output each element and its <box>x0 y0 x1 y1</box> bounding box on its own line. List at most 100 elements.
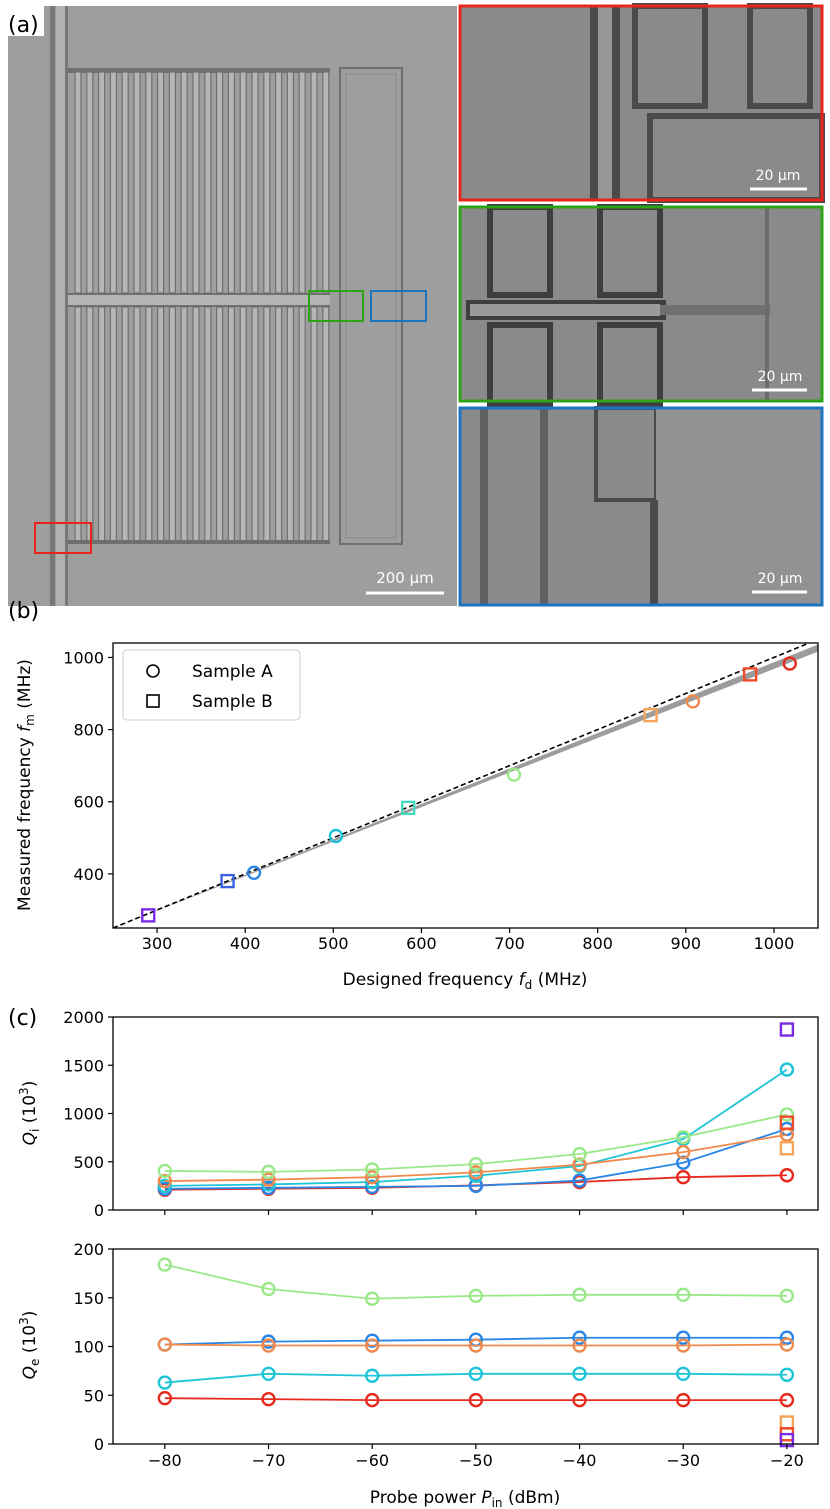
point-cyan <box>779 1367 795 1382</box>
chart-c-xlabel-main: Probe power <box>370 1488 482 1508</box>
x-tick-label: 600 <box>406 934 437 953</box>
series-line-light-green <box>164 1263 787 1300</box>
point-light-green <box>572 1146 587 1162</box>
x-tick-label: 700 <box>494 934 525 953</box>
point-cyan <box>779 1062 795 1077</box>
chart-c-xlabel-unit: (dBm) <box>503 1488 561 1508</box>
point-sample-b <box>141 908 156 923</box>
point-sample-b <box>779 1141 795 1156</box>
point-cyan <box>157 1178 173 1194</box>
qi-close: ) <box>20 1081 40 1088</box>
x-tick-label: 900 <box>671 934 702 953</box>
point-orange <box>676 1338 691 1353</box>
qi-sym: Q <box>20 1132 40 1145</box>
point-cyan <box>676 1366 691 1382</box>
chart-b-ylabel-main: Measured frequency <box>15 732 35 911</box>
chart-b-xlabel-unit: (MHz) <box>532 970 587 990</box>
point-red <box>676 1169 691 1185</box>
point-cyan <box>572 1366 587 1382</box>
y-tick-label: 0 <box>94 1201 104 1220</box>
panel-label-c: (c) <box>8 1006 37 1031</box>
feedline-left <box>50 6 55 606</box>
point-orange <box>261 1172 276 1187</box>
y-tick-label: 50 <box>84 1386 104 1405</box>
point-sample-b <box>401 800 416 816</box>
red-inset-scale-label: 20 µm <box>756 168 801 184</box>
point-orange <box>779 1337 795 1352</box>
y-tick-label: 800 <box>73 721 104 740</box>
point-light-green <box>676 1287 691 1303</box>
point-red <box>779 1168 795 1183</box>
x-tick-label: −80 <box>148 1451 182 1470</box>
chart-b-ylabel-sub: m <box>23 714 37 726</box>
x-tick-label: −70 <box>252 1451 286 1470</box>
panel-label-a: (a) <box>8 13 39 38</box>
x-tick-label: −40 <box>563 1451 597 1470</box>
series-line-orange <box>164 1343 787 1347</box>
point-blue <box>364 1333 380 1348</box>
point-light-green <box>157 1163 173 1179</box>
point-red <box>676 1392 691 1408</box>
point-sample-a <box>782 656 797 671</box>
point-light-green <box>676 1129 691 1145</box>
point-cyan <box>157 1375 173 1390</box>
green-inset-scale-label: 20 µm <box>758 369 803 385</box>
legend-square-marker <box>146 694 160 708</box>
green-highlight-box <box>308 290 364 322</box>
point-sample-b <box>779 1115 795 1130</box>
chart-b-frame <box>112 642 819 929</box>
series-line-cyan <box>164 1372 787 1384</box>
chart-b-legend: Sample A Sample B <box>122 649 301 721</box>
y-tick-label: 600 <box>73 793 104 812</box>
point-light-green <box>261 1281 276 1297</box>
point-sample-b <box>220 873 235 889</box>
point-blue <box>676 1330 691 1345</box>
point-blue <box>572 1330 587 1345</box>
qe-sup: 3 <box>17 1317 31 1325</box>
y-tick-label: 100 <box>73 1338 104 1357</box>
x-tick-label: 300 <box>142 934 173 953</box>
series-line-blue <box>164 1128 788 1190</box>
point-orange <box>157 1337 173 1352</box>
point-light-green <box>261 1164 276 1180</box>
y-tick-label: 1000 <box>63 1105 104 1124</box>
point-cyan <box>468 1366 484 1382</box>
point-light-green <box>572 1287 587 1303</box>
red-inset: 20 µm <box>458 3 825 203</box>
y-tick-label: 500 <box>73 1153 104 1172</box>
point-orange <box>572 1338 587 1353</box>
x-tick-label: −60 <box>355 1451 389 1470</box>
chart-b-xlabel-sym: f <box>519 970 528 990</box>
y-tick-label: 1000 <box>63 648 104 667</box>
point-light-green <box>364 1291 380 1306</box>
point-blue <box>779 1330 795 1345</box>
qe-unit: (10 <box>20 1325 40 1359</box>
point-red <box>364 1392 380 1408</box>
point-red <box>779 1392 795 1408</box>
legend-sample-a: Sample A <box>192 662 273 682</box>
chart-b-ylabel-unit: (MHz) <box>15 659 35 714</box>
point-blue <box>468 1178 484 1194</box>
chart-c-top: 0 500 1000 1500 2000 <box>63 1008 819 1220</box>
qe-sub: e <box>28 1359 42 1366</box>
chart-b-ylabel: Measured frequency fm (MHz) <box>15 659 37 911</box>
point-blue <box>364 1179 380 1195</box>
y-tick-label: 1500 <box>63 1056 104 1075</box>
qi-unit: (10 <box>20 1095 40 1129</box>
blue-highlight-box <box>370 290 427 322</box>
chart-b-xlabel-main: Designed frequency <box>343 970 519 990</box>
qe-sym: Q <box>20 1366 40 1379</box>
point-red <box>572 1392 587 1408</box>
point-orange <box>676 1144 691 1160</box>
point-sample-a <box>685 694 701 709</box>
x-tick-label: 1000 <box>754 934 795 953</box>
point-sample-a <box>246 865 262 881</box>
point-light-green <box>468 1288 484 1304</box>
point-orange <box>364 1169 380 1185</box>
point-sample-a <box>506 767 522 782</box>
red-highlight-box <box>34 522 92 554</box>
chart-b: 300 400 500 600 700 800 900 1000 400 600 800 1000 <box>63 642 819 953</box>
x-tick-label: 400 <box>230 934 261 953</box>
